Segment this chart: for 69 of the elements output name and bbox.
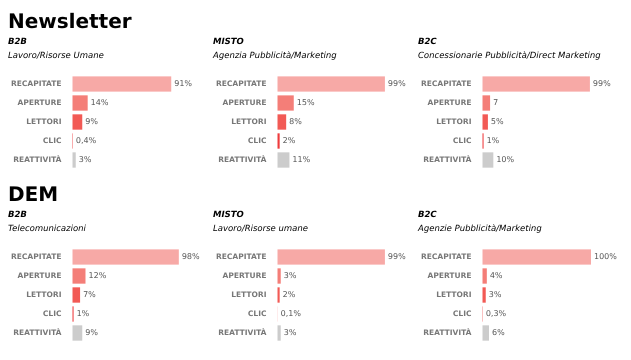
chart-subtitle: Lavoro/Risorse Umane [8, 51, 105, 61]
data-label: 7 [493, 98, 498, 108]
bar [277, 268, 281, 284]
data-label: 91% [174, 79, 192, 88]
bar [277, 95, 294, 111]
data-label: 99% [592, 79, 612, 88]
bar [72, 287, 80, 303]
chart-subtitle: Agenzie Pubblicità/Marketing [418, 224, 543, 234]
data-label: 3% [284, 271, 297, 280]
chart-subtitle: Lavoro/Risorse umane [213, 224, 309, 234]
data-label: 0,3% [486, 309, 507, 318]
text: DEM [8, 182, 58, 206]
bar [72, 268, 86, 284]
bar [72, 249, 179, 265]
data-label: 15% [296, 98, 315, 108]
bar [482, 325, 489, 341]
chart-subtitle: Telecomunicazioni [8, 224, 87, 234]
chart-title: MISTO [213, 37, 245, 47]
chart-title: B2B [8, 210, 28, 220]
data-label: 100% [594, 252, 618, 262]
data-label: 2% [282, 290, 296, 300]
bar [482, 152, 494, 168]
bar [72, 76, 172, 92]
chart-title: MISTO [213, 210, 245, 220]
data-label: 7% [83, 290, 96, 300]
bar [482, 249, 591, 265]
bar [277, 325, 281, 341]
bar [72, 95, 88, 111]
data-label: 9% [85, 117, 98, 126]
data-label: 3% [284, 328, 297, 338]
data-label: 2% [282, 136, 296, 146]
data-label: 0,1% [280, 309, 302, 318]
bar [72, 152, 76, 168]
data-label: 9% [85, 328, 98, 338]
bar [72, 114, 82, 130]
bar [482, 95, 490, 111]
chart-subtitle: Agenzia Pubblicità/Marketing [213, 51, 338, 61]
data-label: 10% [496, 155, 515, 164]
data-label: 11% [292, 155, 311, 164]
chart-title: B2C [418, 37, 438, 47]
bar [482, 287, 486, 303]
bar [277, 114, 286, 130]
chart-title: B2C [418, 210, 438, 220]
data-label: 1% [76, 309, 90, 318]
text: Newsletter [8, 9, 132, 33]
data-label: 5% [490, 117, 504, 126]
data-label: 99% [388, 252, 406, 262]
bar [277, 133, 280, 149]
bar [277, 152, 290, 168]
data-label: 1% [486, 136, 500, 146]
data-label: 3% [78, 155, 92, 164]
data-label: 14% [90, 98, 109, 108]
data-label: 99% [388, 79, 406, 88]
bar [482, 114, 488, 130]
data-label: 6% [492, 328, 506, 338]
chart-title: B2B [8, 37, 28, 47]
data-label: 0,4% [76, 136, 97, 146]
data-label: 3% [488, 290, 502, 300]
bar [482, 76, 590, 92]
chart-subtitle: Concessionarie Pubblicità/Direct Marketing [418, 51, 602, 61]
bar [482, 268, 487, 284]
bar [277, 249, 385, 265]
bar [277, 76, 385, 92]
data-label: 98% [182, 252, 200, 262]
bar [72, 325, 82, 341]
bar [277, 287, 280, 303]
data-label: 12% [88, 271, 107, 280]
data-label: 4% [490, 271, 503, 280]
data-label: 8% [289, 117, 302, 126]
